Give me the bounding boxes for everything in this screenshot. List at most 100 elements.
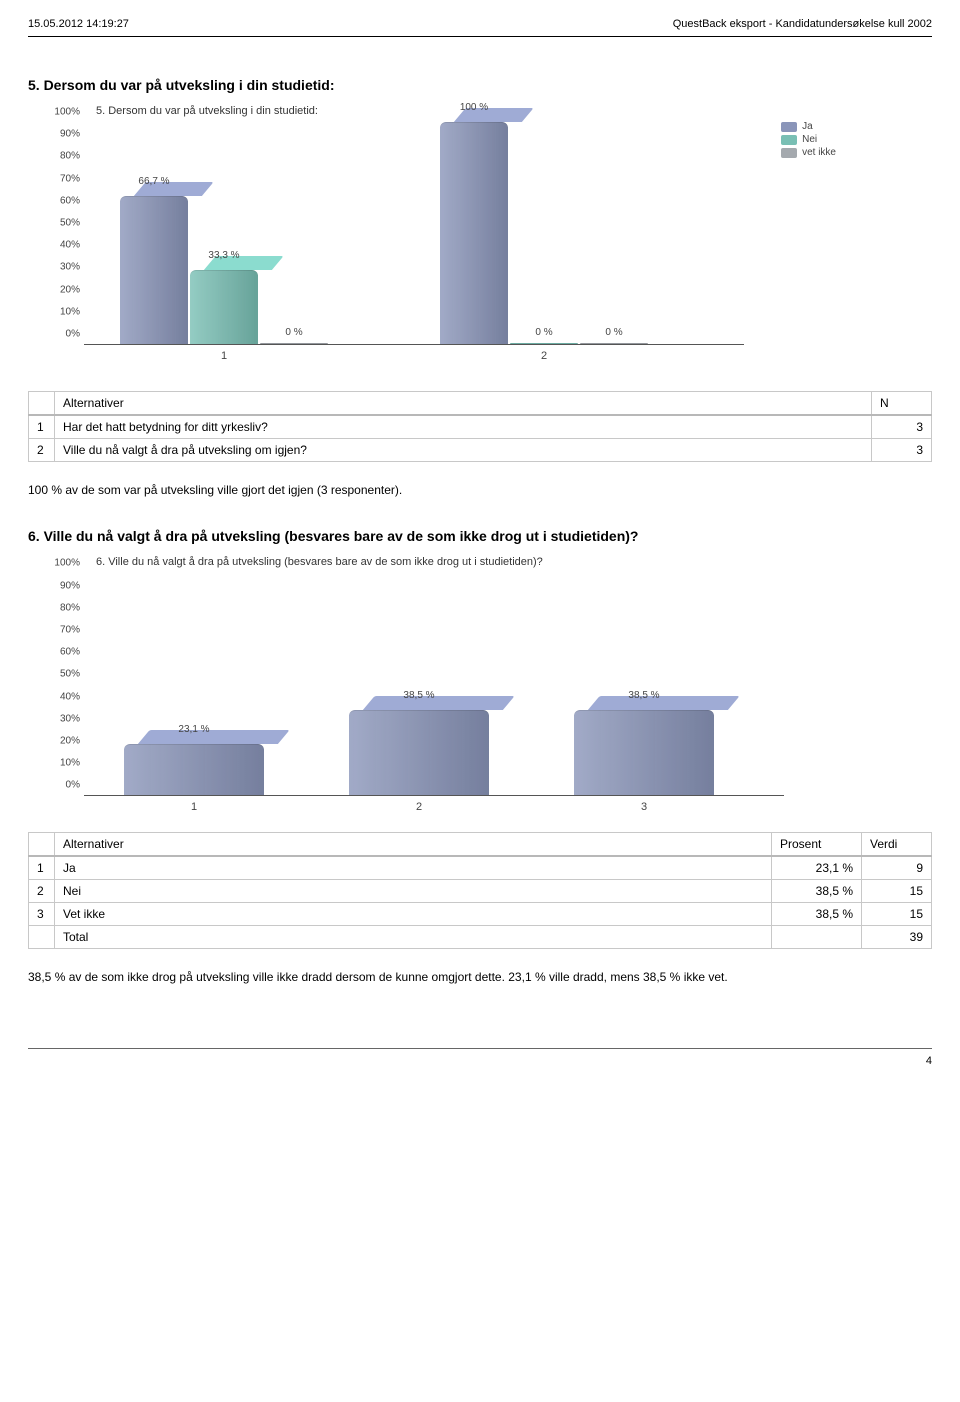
header-right: QuestBack eksport - Kandidatundersøkelse… <box>673 18 932 30</box>
chart-bar-value: 0 % <box>510 327 578 338</box>
chart5-legend-item: vet ikke <box>781 147 836 158</box>
chart5-ytick: 50% <box>38 218 80 229</box>
legend-label: Ja <box>802 121 813 132</box>
chart6: 6. Ville du nå valgt å dra på utveksling… <box>28 556 848 816</box>
chart5-ytick: 20% <box>38 284 80 295</box>
chart-bar: 33,3 % <box>190 270 258 344</box>
table-row: 1Ja23,1 %9 <box>29 856 932 880</box>
footer-rule <box>28 1048 932 1049</box>
page-number: 4 <box>28 1055 932 1067</box>
table6-col2: Verdi <box>862 833 932 857</box>
chart5-plot: JaNeivet ikke 0%10%20%30%40%50%60%70%80%… <box>84 105 744 345</box>
header-rule <box>28 36 932 37</box>
legend-label: Nei <box>802 134 817 145</box>
chart-bar: 23,1 % <box>124 744 264 795</box>
chart-bar: 0 % <box>580 343 648 344</box>
caption5: 100 % av de som var på utveksling ville … <box>28 480 932 500</box>
table6-total-label: Total <box>55 926 772 949</box>
table6-col-blank <box>29 833 55 857</box>
legend-swatch <box>781 135 797 145</box>
cell-value: 9 <box>862 856 932 880</box>
cell-value: 15 <box>862 903 932 926</box>
chart6-ytick: 80% <box>38 602 80 613</box>
table5: Alternativer N 1Har det hatt betydning f… <box>28 391 932 462</box>
chart6-ytick: 20% <box>38 736 80 747</box>
table6-total-blank <box>29 926 55 949</box>
chart-bar: 0 % <box>510 343 578 344</box>
chart6-ytick: 10% <box>38 758 80 769</box>
cell-n: 1 <box>29 415 55 439</box>
chart5-legend-item: Nei <box>781 134 836 145</box>
chart-bar-value: 38,5 % <box>574 690 714 701</box>
section5-heading: 5. Dersom du var på utveksling i din stu… <box>28 77 932 93</box>
table5-col1: N <box>872 392 932 416</box>
table-row: 1Har det hatt betydning for ditt yrkesli… <box>29 415 932 439</box>
chart5-legend-item: Ja <box>781 121 836 132</box>
table6-col0: Alternativer <box>55 833 772 857</box>
chart6-ytick: 60% <box>38 647 80 658</box>
chart6-ytick: 90% <box>38 580 80 591</box>
chart-bar: 38,5 % <box>349 710 489 795</box>
table5-col-blank <box>29 392 55 416</box>
cell-n: 2 <box>29 880 55 903</box>
chart-bar: 66,7 % <box>120 196 188 344</box>
table6: Alternativer Prosent Verdi 1Ja23,1 %92Ne… <box>28 832 932 949</box>
chart6-xlabel: 1 <box>191 801 197 813</box>
caption6: 38,5 % av de som ikke drog på utveksling… <box>28 967 932 987</box>
chart-bar: 38,5 % <box>574 710 714 795</box>
cell-label: Nei <box>55 880 772 903</box>
legend-swatch <box>781 148 797 158</box>
cell-percent: 38,5 % <box>772 880 862 903</box>
chart-bar-value: 0 % <box>580 327 648 338</box>
legend-label: vet ikke <box>802 147 836 158</box>
chart5-ytick: 30% <box>38 262 80 273</box>
table-row: 2Ville du nå valgt å dra på utveksling o… <box>29 439 932 462</box>
table-row: 2Nei38,5 %15 <box>29 880 932 903</box>
table6-col1: Prosent <box>772 833 862 857</box>
chart-bar-value: 66,7 % <box>120 176 188 187</box>
chart-bar-value: 33,3 % <box>190 250 258 261</box>
table-row: 3Vet ikke38,5 %15 <box>29 903 932 926</box>
chart6-ytick: 70% <box>38 625 80 636</box>
chart6-xlabel: 3 <box>641 801 647 813</box>
chart5-ytick: 60% <box>38 195 80 206</box>
section6-heading: 6. Ville du nå valgt å dra på utveksling… <box>28 528 932 544</box>
chart6-ytick: 0% <box>38 780 80 791</box>
cell-value: 3 <box>872 439 932 462</box>
cell-label: Ja <box>55 856 772 880</box>
table6-total-value: 39 <box>862 926 932 949</box>
cell-n: 2 <box>29 439 55 462</box>
table6-total-empty <box>772 926 862 949</box>
chart5-ytick: 100% <box>38 107 80 118</box>
chart6-ytick: 30% <box>38 713 80 724</box>
chart-bar-value: 38,5 % <box>349 690 489 701</box>
chart6-plot: 0%10%20%30%40%50%60%70%80%90%100%23,1 %1… <box>84 556 784 796</box>
cell-label: Har det hatt betydning for ditt yrkesliv… <box>55 415 872 439</box>
chart-bar-value: 23,1 % <box>124 724 264 735</box>
chart5-xlabel: 2 <box>541 350 547 362</box>
chart5-ytick: 70% <box>38 173 80 184</box>
chart5-ytick: 80% <box>38 151 80 162</box>
chart5-xlabel: 1 <box>221 350 227 362</box>
page-header: 15.05.2012 14:19:27 QuestBack eksport - … <box>28 18 932 30</box>
cell-n: 3 <box>29 903 55 926</box>
chart5-ytick: 90% <box>38 129 80 140</box>
cell-label: Ville du nå valgt å dra på utveksling om… <box>55 439 872 462</box>
chart6-ytick: 40% <box>38 691 80 702</box>
chart6-xlabel: 2 <box>416 801 422 813</box>
chart5-legend: Ja Nei vet ikke <box>781 121 836 160</box>
chart6-ytick: 50% <box>38 669 80 680</box>
cell-value: 3 <box>872 415 932 439</box>
chart5-ytick: 40% <box>38 240 80 251</box>
chart5-ytick: 0% <box>38 329 80 340</box>
cell-percent: 23,1 % <box>772 856 862 880</box>
chart-bar-value: 0 % <box>260 327 328 338</box>
cell-value: 15 <box>862 880 932 903</box>
chart-bar-value: 100 % <box>440 102 508 113</box>
chart-bar: 100 % <box>440 122 508 344</box>
cell-n: 1 <box>29 856 55 880</box>
cell-label: Vet ikke <box>55 903 772 926</box>
chart5-ytick: 10% <box>38 306 80 317</box>
header-left: 15.05.2012 14:19:27 <box>28 18 129 30</box>
table5-col0: Alternativer <box>55 392 872 416</box>
